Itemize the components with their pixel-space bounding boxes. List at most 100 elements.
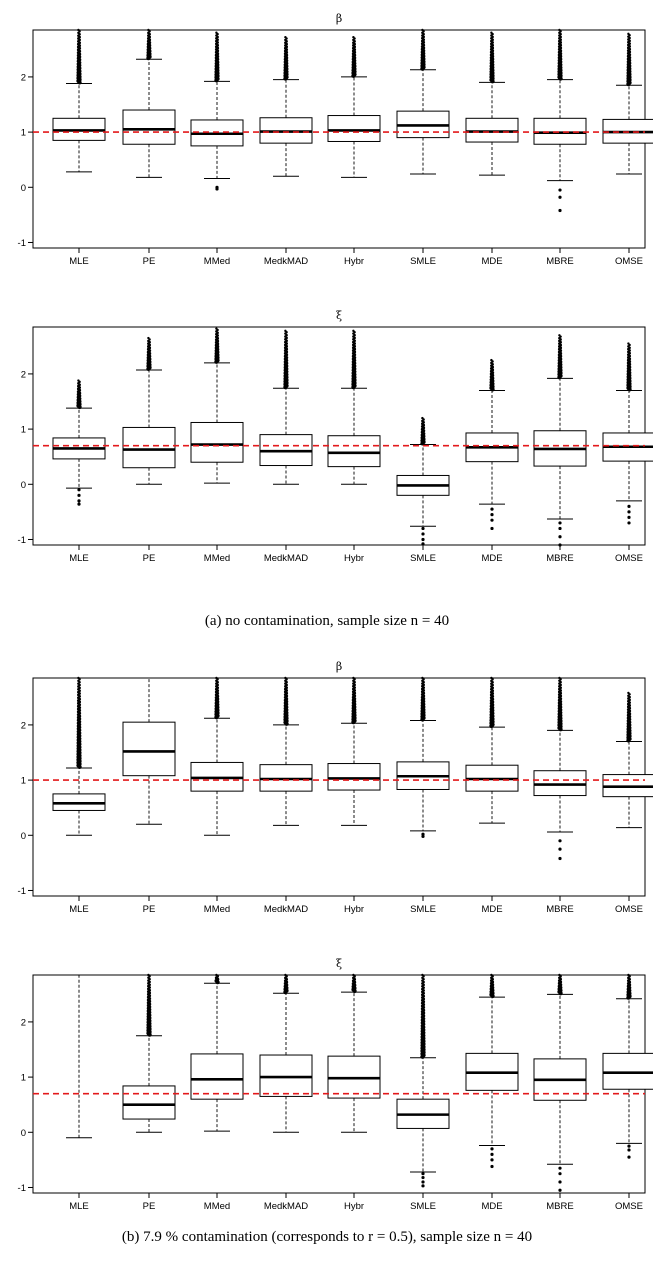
x-tick-label: SMLE: [410, 904, 436, 915]
x-tick-label: MDE: [481, 553, 502, 564]
iqr-box: [465, 117, 519, 143]
outlier-point: [420, 1054, 425, 1059]
x-tick-label: MedkMAD: [264, 1201, 308, 1212]
x-tick-label: Hybr: [344, 553, 364, 564]
y-tick-label: 1: [21, 1073, 26, 1084]
iqr-box: [122, 426, 176, 469]
x-tick-label: PE: [143, 256, 156, 267]
x-tick-label: Hybr: [344, 1201, 364, 1212]
x-tick-label: MLE: [69, 553, 89, 564]
outlier-point: [351, 73, 356, 78]
box-MLE: [66, 975, 92, 1139]
box-OMSE: [602, 342, 653, 525]
outlier-point: [490, 1152, 494, 1156]
iqr-box: [327, 435, 381, 468]
outlier-point: [558, 535, 562, 539]
outlier-point: [558, 727, 563, 732]
iqr-box: [190, 1053, 244, 1100]
panel-title: β: [336, 12, 342, 25]
outlier-point: [421, 834, 425, 838]
box-MBRE: [533, 676, 587, 861]
outlier-point: [283, 385, 288, 390]
box-Hybr: [327, 35, 381, 178]
box-MMed: [190, 973, 244, 1132]
outlier-point: [77, 493, 81, 497]
outlier-point: [77, 499, 81, 503]
outlier-point: [489, 723, 494, 729]
y-tick-label: -1: [18, 535, 26, 546]
x-tick-label: MLE: [69, 1201, 89, 1212]
outlier-point: [490, 1158, 494, 1162]
x-tick-label: MedkMAD: [264, 904, 308, 915]
x-tick-label: PE: [143, 904, 156, 915]
box-MedkMAD: [259, 676, 313, 826]
panel-title: ξ: [336, 957, 342, 970]
outlier-point: [77, 764, 82, 769]
outlier-point: [421, 532, 425, 536]
box-PE: [122, 336, 176, 485]
outlier-point: [627, 1155, 631, 1159]
outlier-point: [215, 187, 219, 191]
panel-title: ξ: [336, 309, 342, 322]
x-tick-label: MMed: [204, 256, 230, 267]
outlier-point: [558, 521, 562, 525]
outlier-point: [77, 488, 81, 492]
box-OMSE: [602, 973, 653, 1159]
box-Hybr: [327, 329, 381, 485]
outlier-point: [627, 521, 631, 525]
y-tick-label: 2: [21, 369, 26, 380]
outlier-point: [283, 76, 288, 81]
x-tick-label: MedkMAD: [264, 553, 308, 564]
outlier-point: [351, 385, 356, 390]
outlier-point: [558, 76, 563, 81]
outlier-point: [558, 195, 562, 199]
outlier-point: [421, 537, 425, 542]
x-tick-label: MBRE: [546, 1201, 573, 1212]
box-SMLE: [396, 973, 450, 1188]
box-MMed: [190, 327, 244, 484]
x-tick-label: SMLE: [410, 1201, 436, 1212]
outlier-point: [558, 526, 562, 531]
iqr-box: [122, 1085, 176, 1120]
outlier-point: [214, 78, 219, 83]
x-tick-label: OMSE: [615, 1201, 643, 1212]
iqr-box: [327, 763, 381, 791]
outlier-point: [557, 375, 562, 380]
outlier-point: [490, 513, 494, 517]
y-tick-label: 0: [21, 183, 26, 194]
y-tick-label: 0: [21, 1128, 26, 1139]
caption-b: (b) 7.9 % contamination (corresponds to …: [122, 1229, 532, 1245]
y-tick-label: 0: [21, 480, 26, 491]
y-tick-label: 1: [21, 776, 26, 787]
iqr-box: [122, 721, 176, 777]
y-tick-label: 2: [21, 1017, 26, 1028]
iqr-box: [533, 770, 587, 797]
outlier-point: [558, 1188, 562, 1192]
outlier-point: [147, 1032, 152, 1037]
outlier-point: [420, 717, 425, 722]
outlier-point: [558, 1180, 562, 1184]
box-MDE: [465, 358, 519, 531]
box-MLE: [52, 28, 106, 173]
outlier-point: [421, 1180, 425, 1184]
x-tick-label: MLE: [69, 256, 89, 267]
outlier-point: [490, 79, 495, 84]
box-MedkMAD: [259, 973, 313, 1133]
outlier-point: [421, 526, 425, 531]
x-tick-label: MBRE: [546, 553, 573, 564]
box-MLE: [52, 676, 106, 836]
y-tick-label: 2: [21, 72, 26, 83]
iqr-box: [533, 117, 587, 145]
x-tick-label: MDE: [481, 256, 502, 267]
outlier-point: [214, 715, 219, 720]
outlier-point: [490, 993, 495, 999]
y-tick-label: 1: [21, 128, 26, 139]
y-tick-label: -1: [18, 886, 26, 897]
outlier-point: [558, 1166, 562, 1170]
x-tick-label: MMed: [204, 553, 230, 564]
outlier-point: [77, 502, 81, 506]
outlier-point: [490, 526, 494, 531]
y-tick-label: 1: [21, 425, 26, 436]
outlier-point: [558, 856, 562, 861]
outlier-point: [626, 738, 631, 743]
